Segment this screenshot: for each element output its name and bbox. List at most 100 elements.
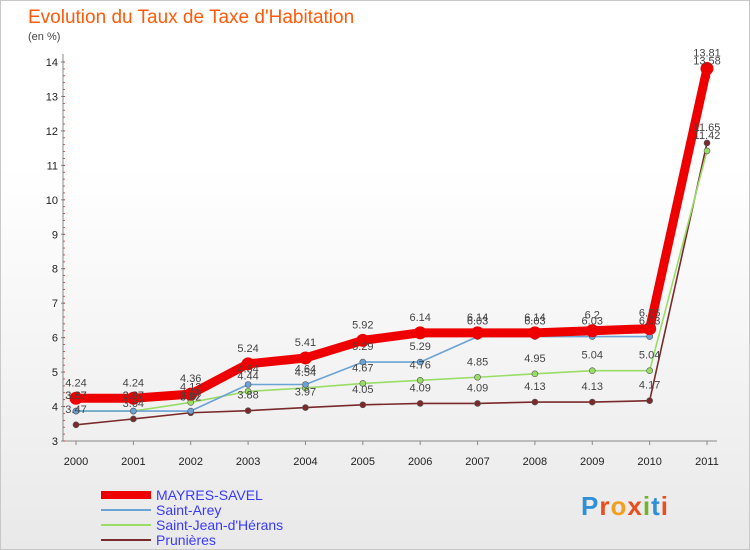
y-tick-label: 8 [52,264,58,276]
y-tick-label: 13 [46,91,58,103]
data-label: 6.03 [582,316,603,328]
series-point [126,391,140,405]
data-label: 4.13 [524,381,545,393]
legend-item: Saint-Jean-d'Hérans [101,516,284,533]
legend-swatch [101,523,151,526]
data-label: 4.12 [180,381,201,393]
series-point [471,326,485,340]
series-point [703,147,711,155]
x-tick-label: 2001 [121,456,145,468]
y-tick-label: 9 [52,229,58,241]
series-point [359,401,367,409]
series-point [585,324,599,338]
data-label: 5.24 [237,343,258,355]
series-point [588,367,596,375]
series-line-0 [71,64,712,403]
data-label: 13.81 [693,48,721,60]
y-tick-label: 14 [46,57,58,69]
series-point [416,377,424,384]
series-point [474,400,481,407]
series-point [703,139,711,147]
proxiti-logo: Proxiti [581,491,669,522]
series-point [244,388,252,395]
legend-label: Prunières [156,531,216,548]
legend-swatch [101,490,151,499]
legend-item: MAYRES-SAVEL [101,486,283,503]
legend: MAYRES-SAVEL Saint-Arey Saint-Jean-d'Héran… [101,486,284,548]
series-line-3 [75,142,708,426]
x-tick-label: 2000 [64,456,88,468]
y-tick-label: 11 [47,160,58,172]
series-point [184,387,198,401]
data-label: 3.82 [180,392,201,404]
data-label: 6.03 [639,316,660,328]
logo-letter: P [581,491,600,521]
data-label: 4.64 [237,363,258,375]
logo-letter: x [627,491,643,521]
logo-letter: t [651,491,661,521]
data-label: 4.09 [467,382,488,394]
data-label: 6.03 [524,316,545,328]
series-point [528,326,542,340]
legend-label: MAYRES-SAVEL [156,486,263,503]
data-label: 13.58 [693,55,721,67]
x-tick-label: 2003 [236,456,260,468]
data-label: 4.17 [639,380,660,392]
logo-letter: r [599,491,611,521]
x-tick-label: 2007 [465,456,489,468]
series-point [416,358,424,366]
x-tick-label: 2004 [293,456,317,468]
series-point [187,407,195,415]
data-label: 3.64 [123,398,144,410]
series-point [474,373,481,381]
series-point [302,381,309,388]
data-label: 5.04 [582,350,603,362]
legend-item: Prunières [101,531,283,548]
series-point [646,367,653,375]
data-label: 3.87 [123,390,144,402]
y-tick-label: 7 [52,298,58,310]
data-label: 4.13 [582,381,603,393]
data-label: 11.42 [694,130,721,142]
data-label: 5.29 [352,341,373,353]
data-label: 3.87 [65,390,86,402]
y-tick-label: 3 [52,436,58,448]
data-label: 3.87 [65,390,86,402]
data-label: 6.26 [639,308,660,320]
series-point [416,400,424,407]
data-label: 4.44 [237,370,258,382]
data-label: 6.14 [524,312,545,324]
series-line-2 [75,150,708,412]
x-tick-label: 2006 [408,456,432,468]
series-point [72,421,80,429]
series-point [244,381,252,388]
series-point [244,407,252,414]
x-tick-label: 2010 [637,456,661,468]
series-point [298,351,312,365]
series-point [531,398,539,406]
series-point [241,357,255,371]
y-tick-label: 5 [52,367,58,379]
data-label: 4.67 [352,362,373,374]
data-label: 5.92 [352,319,373,331]
legend-label: Saint-Arey [156,501,222,518]
legend-item: Saint-Arey [101,501,283,518]
data-label: 4.09 [409,382,430,394]
series-point [130,415,137,423]
series-point [359,380,367,387]
legend-swatch [101,508,151,511]
data-label: 4.76 [409,359,430,371]
series-point [359,358,367,366]
series-point [646,397,653,404]
data-label: 6.14 [409,312,430,324]
x-tick-label: 2009 [580,456,604,468]
data-label: 4.05 [352,384,373,396]
legend-label: Saint-Jean-d'Hérans [156,516,284,533]
data-label: 3.88 [237,390,258,402]
data-label: 5.41 [295,337,316,349]
series-point [700,62,714,76]
legend-swatch [101,538,151,541]
series-point [643,322,657,336]
